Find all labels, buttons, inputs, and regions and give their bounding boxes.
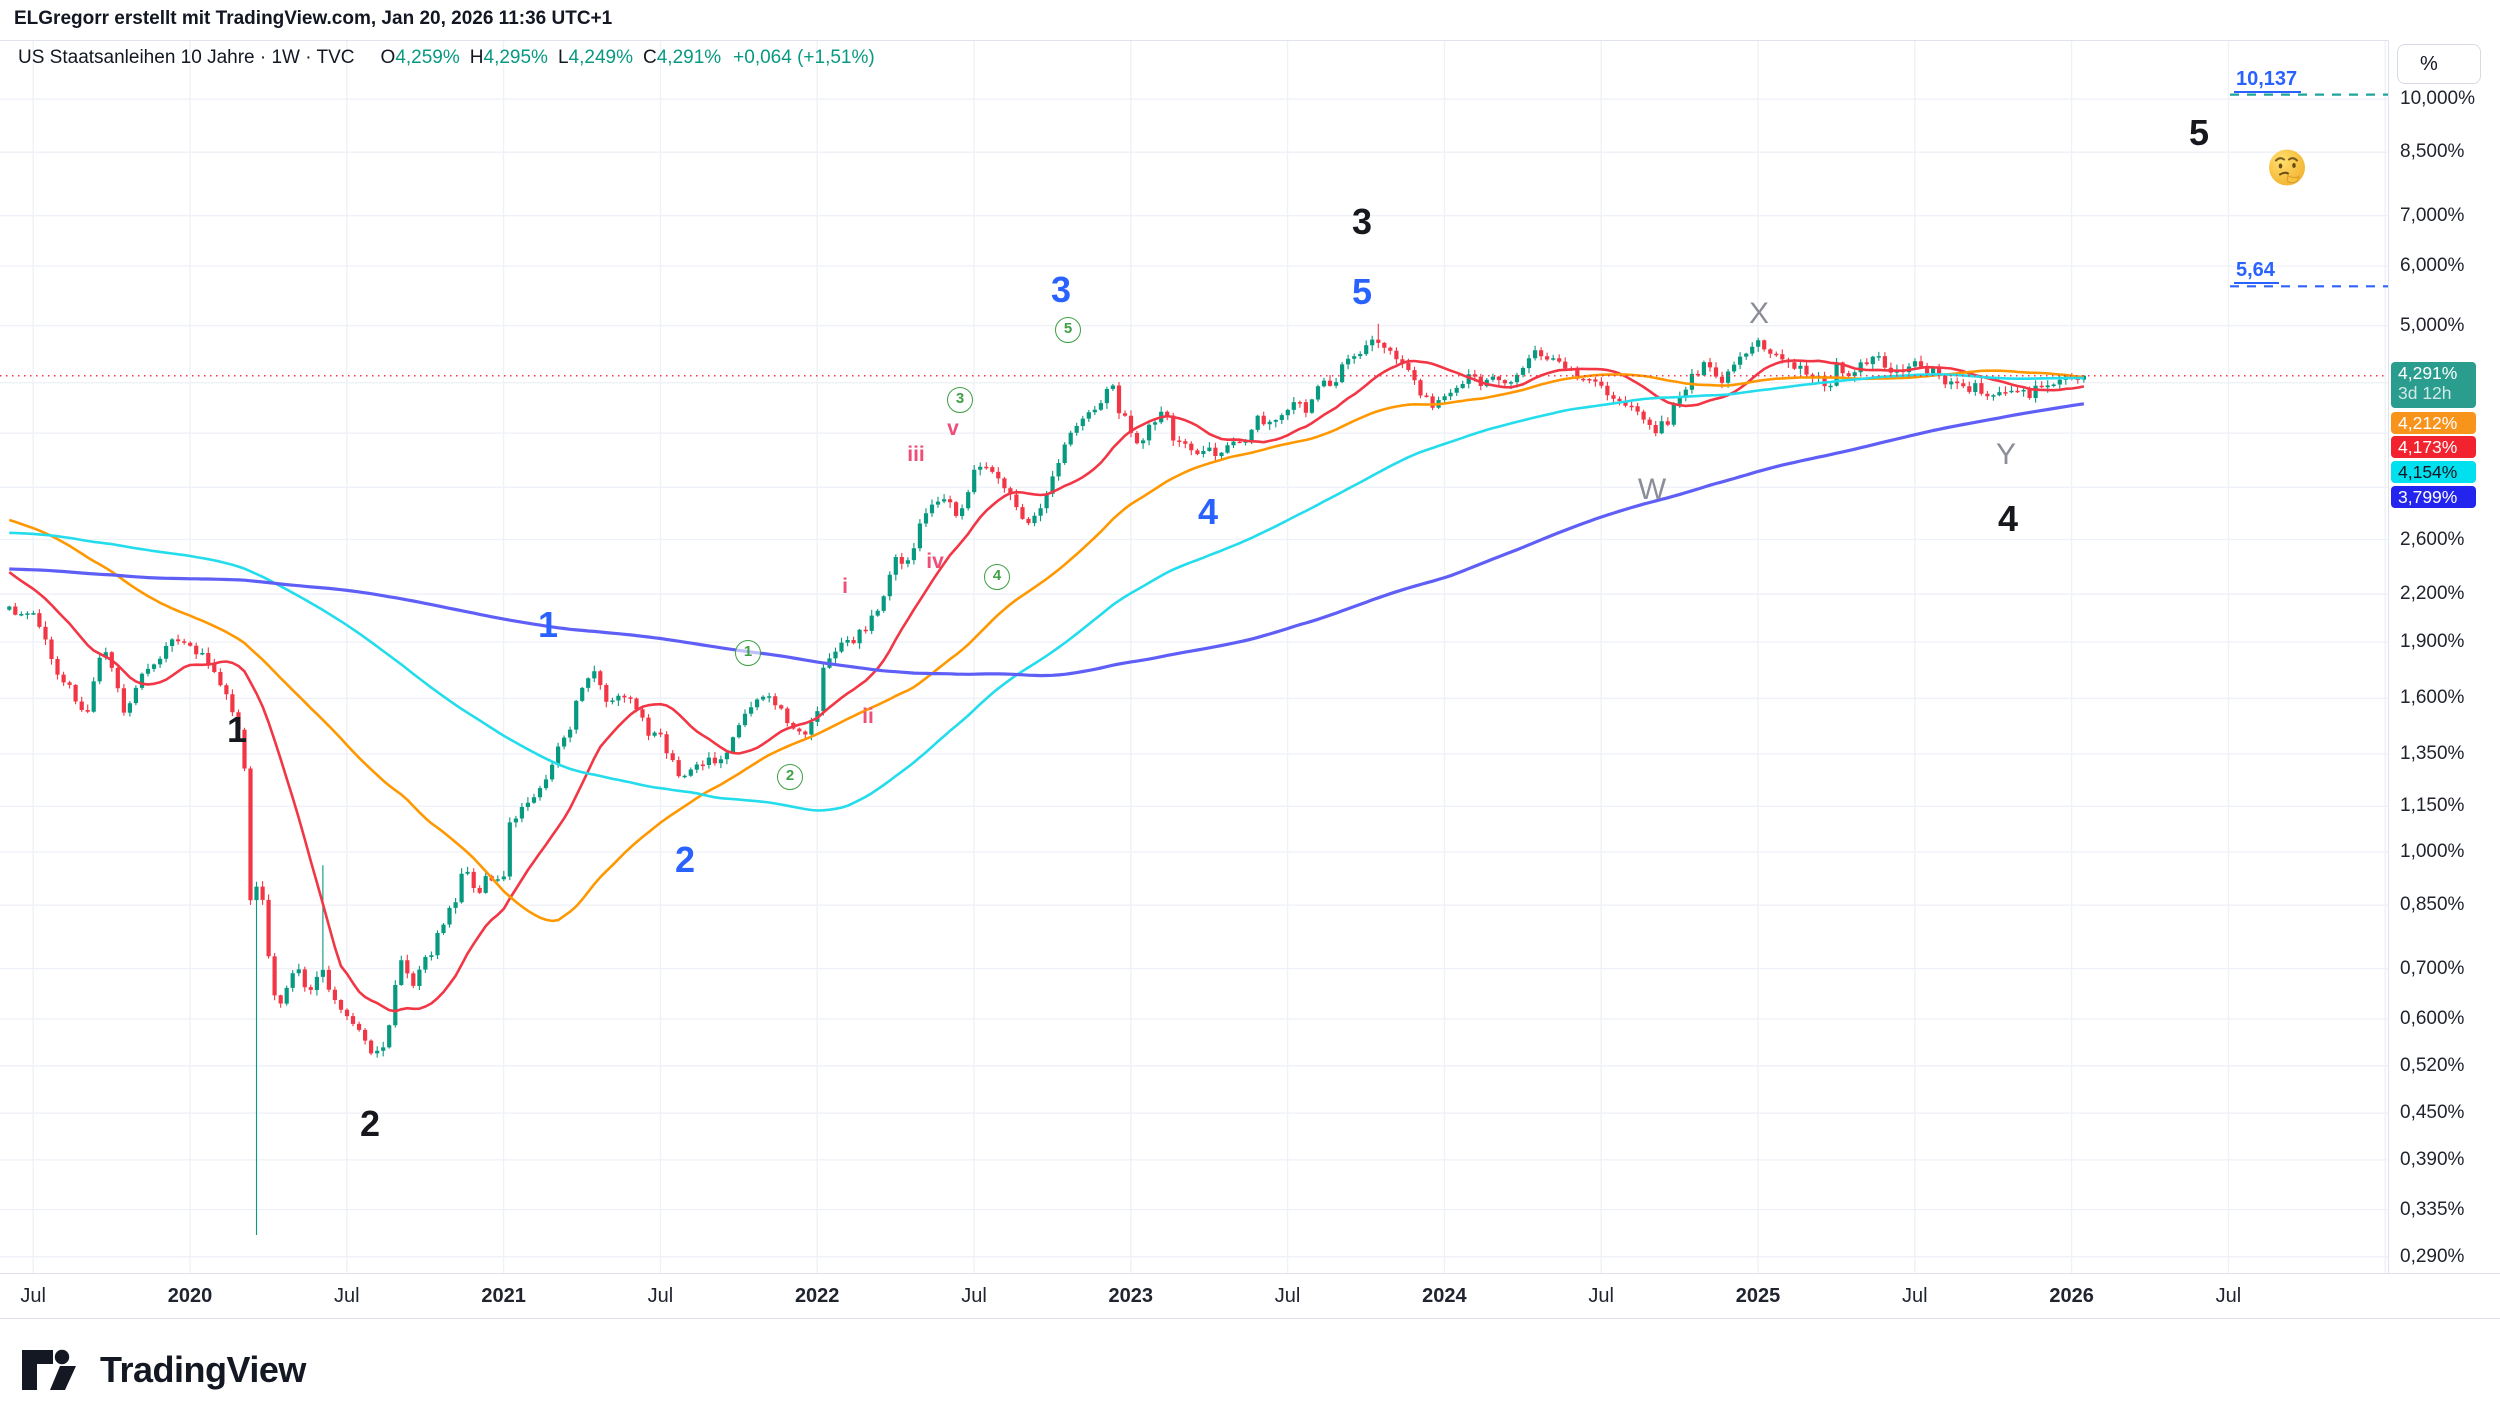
price-tick: 0,390% — [2400, 1148, 2465, 1170]
price-badge: 4,291% 3d 12h — [2391, 362, 2476, 408]
change-value: +0,064 (+1,51%) — [733, 47, 875, 68]
symbol-title: US Staatsanleihen 10 Jahre · 1W · TVC — [18, 47, 355, 68]
time-label-2024: 2024 — [1422, 1285, 1467, 1307]
price-tick: 0,520% — [2400, 1054, 2465, 1076]
time-label-2026: 2026 — [2049, 1285, 2094, 1307]
price-badge: 3,799% — [2391, 486, 2476, 508]
price-tick: 1,600% — [2400, 687, 2465, 709]
attribution-text: ELGregorr erstellt mit TradingView.com, … — [14, 8, 613, 29]
time-label-2023: 2023 — [1108, 1285, 1154, 1307]
up-candle-bodies — [7, 339, 2087, 1054]
time-label-Jul: Jul — [334, 1285, 360, 1307]
price-tick: 1,000% — [2400, 841, 2465, 862]
price-badge: 4,154% — [2391, 461, 2476, 483]
gridlines — [0, 40, 2388, 1273]
ohlc-values: O4,259% H4,295% L4,249% C4,291% — [371, 47, 722, 68]
price-tick: 1,900% — [2400, 631, 2465, 653]
time-label-Jul: Jul — [1588, 1285, 1614, 1307]
ohlc-value-H: 4,295% — [483, 47, 548, 68]
price-tick: 7,000% — [2400, 204, 2465, 226]
price-tick: 10,000% — [2400, 88, 2476, 110]
price-tick: 1,350% — [2400, 742, 2465, 764]
ohlc-label-L: L — [557, 47, 569, 68]
time-label-Jul: Jul — [1902, 1285, 1928, 1307]
price-tick: 0,335% — [2400, 1198, 2465, 1220]
price-tick: 0,290% — [2400, 1245, 2465, 1267]
tradingview-logo-icon — [22, 1349, 76, 1390]
symbol-legend: US Staatsanleihen 10 Jahre · 1W · TVC O4,… — [18, 45, 875, 71]
footer: TradingView — [0, 1318, 2500, 1412]
price-badge: 4,212% — [2391, 412, 2476, 434]
up-candle-wicks — [8, 335, 2085, 1235]
chart-plot-area[interactable]: 1 2 3 4 5 1 2 3 4 5 1 2 3 4 5 i ii iii iv v W X Y 10,137 5,64 US… — [0, 40, 2388, 1273]
unit-percent-button[interactable]: % — [2397, 44, 2481, 84]
ma-line-slowest — [9, 402, 2085, 678]
ohlc-label-H: H — [469, 47, 484, 68]
ohlc-label-C: C — [642, 47, 657, 68]
price-scale[interactable]: % 10,000% 8,500% 7,000% 6,000% 5,000% 2,600% 2… — [2388, 40, 2500, 1273]
attribution-bar: ELGregorr erstellt mit TradingView.com, … — [0, 0, 2500, 41]
time-scale[interactable]: Jul 2020 Jul 2021 Jul 2022 Jul 2023 Jul 2024 Jul 20… — [0, 1273, 2500, 1319]
ma-line-slow — [9, 373, 2084, 812]
time-label-2025: 2025 — [1735, 1285, 1781, 1307]
price-tick: 2,600% — [2400, 528, 2465, 550]
price-tick: 0,700% — [2400, 957, 2465, 979]
time-label-2021: 2021 — [481, 1285, 526, 1307]
ohlc-value-C: 4,291% — [656, 47, 722, 68]
time-label-Jul: Jul — [1274, 1285, 1301, 1307]
price-badge: 4,173% — [2391, 436, 2476, 458]
time-label-2020: 2020 — [167, 1285, 213, 1307]
ma-line-mid — [8, 369, 2084, 923]
time-label-Jul: Jul — [2215, 1285, 2242, 1307]
ma-line-fast — [8, 359, 2085, 1013]
price-chart-canvas[interactable] — [0, 40, 2388, 1273]
price-tick: 2,200% — [2400, 583, 2465, 605]
time-label-Jul: Jul — [647, 1285, 674, 1307]
time-label-Jul: Jul — [20, 1285, 46, 1307]
price-tick: 5,000% — [2400, 314, 2465, 336]
price-tick: 0,600% — [2400, 1008, 2465, 1030]
tradingview-logo[interactable]: TradingView — [22, 1348, 306, 1392]
tradingview-logo-text: TradingView — [100, 1349, 306, 1390]
time-label-Jul: Jul — [961, 1285, 987, 1307]
price-tick: 0,850% — [2400, 894, 2465, 916]
ohlc-value-O: 4,259% — [395, 47, 460, 68]
price-tick: 0,450% — [2400, 1102, 2465, 1124]
price-tick: 1,150% — [2400, 795, 2465, 817]
time-label-2022: 2022 — [794, 1285, 840, 1307]
price-tick: 8,500% — [2400, 141, 2465, 163]
price-tick: 6,000% — [2400, 255, 2465, 277]
ohlc-value-L: 4,249% — [568, 47, 633, 68]
ohlc-label-O: O — [380, 47, 396, 68]
